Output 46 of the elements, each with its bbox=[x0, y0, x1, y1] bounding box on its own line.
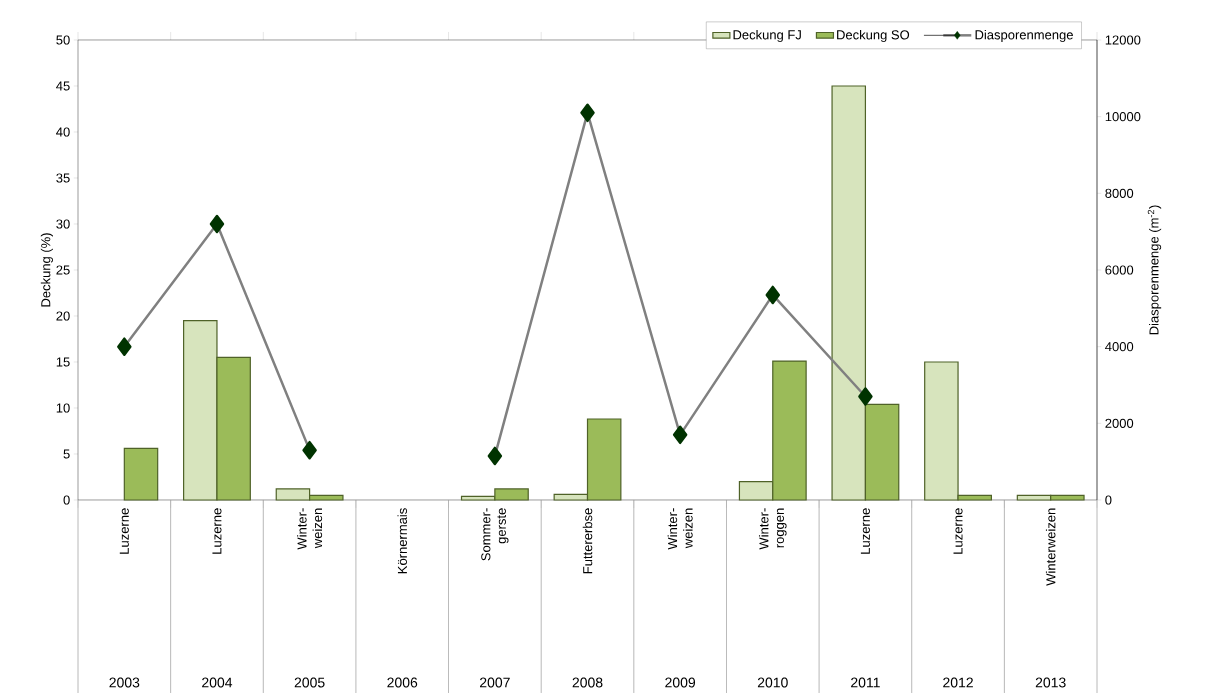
x-tick-label: Winter- weizen bbox=[297, 508, 323, 550]
bar bbox=[123, 447, 159, 501]
y-tick-label: 20 bbox=[56, 311, 70, 321]
y2-tick-label: 10000 bbox=[1105, 112, 1141, 122]
y-tick-label: 35 bbox=[56, 173, 70, 183]
x-tick-label: Winterweizen bbox=[1045, 508, 1056, 586]
text: 2011 bbox=[851, 677, 880, 688]
y2-axis-title: Diasporenmenge (m$^{-2}$) bbox=[1147, 205, 1162, 335]
y-tick-label: 45 bbox=[56, 81, 70, 91]
y2-tick-label: 12000 bbox=[1105, 35, 1141, 45]
text: 2013 bbox=[1035, 677, 1066, 688]
x-tick-label: Luzerne bbox=[860, 508, 870, 554]
legend-label: Deckung SO bbox=[837, 29, 910, 42]
y2-tick-label: 2000 bbox=[1105, 418, 1134, 428]
x-tick-label: Futtererbse bbox=[582, 508, 593, 574]
text: 2008 bbox=[572, 677, 603, 688]
text: 2003 bbox=[109, 677, 140, 688]
x-tick-label: Luzerne bbox=[119, 508, 129, 554]
y2-tick-label: 8000 bbox=[1105, 188, 1134, 198]
x-tick-label: Luzerne bbox=[212, 508, 222, 554]
legend-label: Deckung FJ bbox=[733, 29, 801, 42]
text: 2007 bbox=[480, 677, 510, 688]
y-axis-title: Deckung (%) bbox=[40, 233, 53, 307]
y-tick-label: 10 bbox=[56, 403, 70, 413]
y2-tick-label: 6000 bbox=[1105, 265, 1134, 275]
text: 2009 bbox=[665, 677, 696, 688]
x-tick-label: Körnermais bbox=[397, 508, 408, 574]
text: 2010 bbox=[757, 677, 788, 688]
y-tick-label: 25 bbox=[56, 265, 70, 275]
y-tick-label: 15 bbox=[56, 357, 70, 367]
y2-tick-label: 4000 bbox=[1105, 342, 1134, 352]
y-tick-label: 0 bbox=[63, 495, 70, 505]
text: 2012 bbox=[943, 677, 973, 688]
y-tick-label: 40 bbox=[56, 127, 70, 137]
y-tick-label: 50 bbox=[56, 35, 70, 45]
text: 2004 bbox=[202, 677, 233, 688]
legend-label: Diasporenmenge bbox=[975, 29, 1073, 42]
y-tick-label: 30 bbox=[56, 219, 70, 229]
text: 2006 bbox=[387, 677, 418, 688]
x-tick-label: Winter- weizen bbox=[667, 508, 693, 550]
x-tick-label: Luzerne bbox=[953, 508, 963, 554]
x-tick-label: Winter- roggen bbox=[758, 508, 787, 550]
text: 2005 bbox=[294, 677, 325, 688]
y-tick-label: 5 bbox=[63, 449, 70, 459]
x-tick-label: Sommer- gerste bbox=[481, 508, 509, 561]
y2-tick-label: 0 bbox=[1105, 495, 1112, 505]
